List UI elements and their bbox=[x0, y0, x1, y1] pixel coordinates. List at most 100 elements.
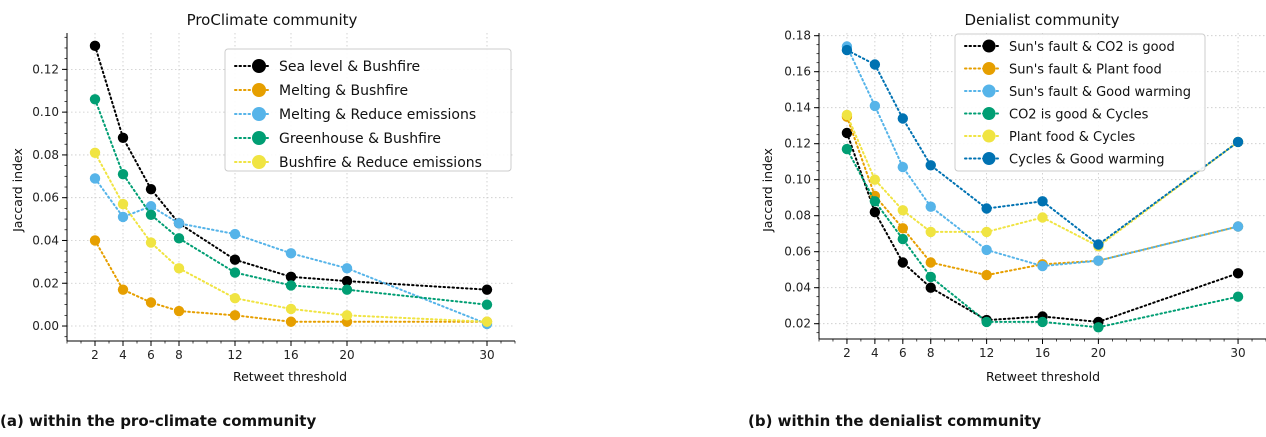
data-point bbox=[925, 160, 936, 171]
data-point bbox=[897, 205, 909, 216]
chart-proclimate: 2 4 6 8 12 16 20 30 0.00 0.02 0.04 0.06 0.08 0.10 0.12… bbox=[10, 11, 516, 384]
data-point bbox=[89, 40, 101, 52]
y-tick-label: 0.02 bbox=[32, 276, 59, 290]
data-point bbox=[89, 147, 101, 158]
data-point bbox=[981, 226, 992, 238]
y-tick-label: 0.08 bbox=[32, 148, 59, 162]
series-line bbox=[845, 49, 1240, 246]
y-tick-label: 0.04 bbox=[784, 281, 811, 295]
data-point bbox=[117, 284, 129, 295]
legend-entry: Sun's fault & CO2 is good bbox=[964, 39, 1175, 55]
data-point bbox=[869, 196, 881, 207]
x-tick-label: 2 bbox=[91, 348, 99, 362]
chart-denialist: 2 4 6 8 12 16 20 30 0.02 0.04 0.06 0.08 0.10 0.12 0.14… bbox=[760, 11, 1266, 384]
chart-title: Denialist community bbox=[964, 11, 1119, 29]
y-axis-label: Jaccard index bbox=[760, 148, 775, 233]
legend-marker bbox=[252, 59, 266, 73]
data-point bbox=[1232, 136, 1244, 148]
data-point bbox=[173, 305, 185, 317]
x-tick-label: 20 bbox=[339, 348, 354, 362]
data-point bbox=[117, 198, 129, 210]
x-tick-label: 20 bbox=[1091, 346, 1106, 360]
series-1 bbox=[841, 127, 1244, 328]
data-point bbox=[89, 173, 101, 184]
data-point bbox=[285, 271, 297, 283]
series-line bbox=[845, 113, 1240, 248]
series-4 bbox=[89, 94, 493, 310]
y-tick-label: 0.12 bbox=[32, 62, 59, 76]
legend-label: Melting & Reduce emissions bbox=[279, 107, 476, 123]
series-2 bbox=[89, 235, 493, 327]
series-5 bbox=[89, 147, 493, 327]
y-tick-label: 0.10 bbox=[32, 105, 59, 119]
chart-title: ProClimate community bbox=[187, 11, 358, 29]
x-tick-label: 4 bbox=[119, 348, 127, 362]
legend-label: Cycles & Good warming bbox=[1009, 153, 1165, 168]
y-tick-label: 0.06 bbox=[784, 245, 811, 259]
x-tick-label: 6 bbox=[899, 346, 907, 360]
data-point bbox=[145, 201, 157, 212]
legend-marker bbox=[982, 152, 996, 165]
y-tick-label: 0.10 bbox=[784, 173, 811, 187]
data-point bbox=[341, 310, 353, 321]
legend-box bbox=[954, 33, 1206, 172]
x-tick-label: 12 bbox=[227, 348, 242, 362]
legend-label: Greenhouse & Bushfire bbox=[279, 131, 441, 147]
data-point bbox=[341, 263, 353, 274]
legend-marker bbox=[252, 131, 266, 145]
data-point bbox=[981, 203, 992, 214]
data-point bbox=[229, 228, 241, 240]
data-point bbox=[89, 94, 101, 105]
legend-label: Sun's fault & CO2 is good bbox=[1009, 40, 1175, 55]
data-point bbox=[229, 310, 241, 321]
data-point bbox=[173, 218, 185, 229]
y-axis-label: Jaccard index bbox=[10, 148, 25, 233]
x-tick-label: 8 bbox=[175, 348, 183, 362]
x-tick-label: 6 bbox=[147, 348, 155, 362]
legend-marker bbox=[982, 129, 996, 143]
series-4 bbox=[841, 143, 1244, 333]
data-point bbox=[897, 223, 909, 234]
data-point bbox=[117, 132, 129, 144]
data-point bbox=[1232, 291, 1244, 302]
data-point bbox=[145, 183, 157, 195]
data-point bbox=[841, 127, 853, 139]
legend-label: Bushfire & Reduce emissions bbox=[279, 155, 482, 171]
legend-entry: Cycles & Good warming bbox=[964, 152, 1165, 168]
legend-label: Sun's fault & Plant food bbox=[1009, 63, 1162, 78]
legend-entry: Greenhouse & Bushfire bbox=[234, 131, 441, 147]
series-line bbox=[94, 44, 488, 291]
y-tick-label: 0.04 bbox=[32, 233, 59, 247]
data-point bbox=[981, 244, 992, 256]
data-point bbox=[981, 269, 992, 281]
legend-marker bbox=[982, 107, 996, 120]
legend-marker bbox=[982, 62, 996, 75]
series-line bbox=[94, 239, 488, 323]
data-point bbox=[1093, 255, 1104, 266]
x-tick-label: 16 bbox=[283, 348, 298, 362]
series-line bbox=[94, 151, 488, 323]
y-tick-label: 0.02 bbox=[784, 317, 811, 331]
y-tick-label: 0.12 bbox=[784, 137, 811, 151]
series-line bbox=[845, 45, 1240, 268]
y-tick-label: 0.00 bbox=[32, 319, 59, 333]
legend-entry: Sun's fault & Plant food bbox=[964, 62, 1162, 78]
data-point bbox=[925, 201, 936, 212]
x-tick-label: 4 bbox=[871, 346, 879, 360]
legend-marker bbox=[252, 83, 266, 97]
data-point bbox=[285, 248, 297, 259]
data-point bbox=[869, 100, 881, 112]
x-tick-label: 30 bbox=[1230, 346, 1245, 360]
series-line bbox=[845, 131, 1240, 323]
y-tick-label: 0.18 bbox=[784, 29, 811, 43]
x-axis-label: Retweet threshold bbox=[986, 369, 1100, 384]
data-point bbox=[1037, 196, 1048, 207]
data-point bbox=[841, 109, 853, 121]
data-point bbox=[869, 174, 881, 185]
x-tick-label: 16 bbox=[1035, 346, 1050, 360]
data-point bbox=[1037, 260, 1048, 272]
legend-marker bbox=[982, 39, 996, 53]
y-tick-label: 0.08 bbox=[784, 209, 811, 223]
x-tick-label: 12 bbox=[979, 346, 994, 360]
